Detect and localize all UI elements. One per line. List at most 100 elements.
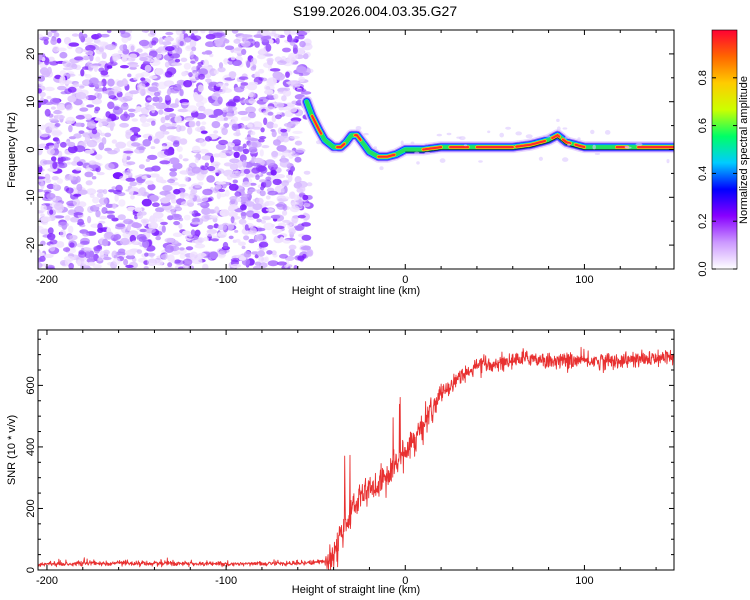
noise-blob [298,72,304,77]
noise-blob [91,176,97,180]
noise-blob [172,141,180,148]
noise-blob [159,179,167,184]
noise-blob [289,135,300,139]
noise-blob [100,33,110,38]
noise-blob [198,105,206,112]
noise-blob [194,56,199,62]
noise-blob [264,89,274,95]
noise-blob [148,222,159,230]
noise-blob [165,31,174,36]
noise-blob [258,256,264,263]
noise-blob [148,194,159,202]
noise-blob [213,130,219,134]
noise-blob [194,229,201,237]
noise-blob [252,203,263,211]
noise-blob [264,256,269,263]
noise-blob [302,213,311,221]
noise-blob [155,235,161,241]
noise-blob [296,47,305,55]
noise-blob [107,61,118,66]
noise-blob [126,155,131,161]
noise-blob [223,39,230,44]
noise-blob [129,90,139,95]
noise-blob [105,210,115,214]
noise-blob [101,137,107,145]
noise-blob [152,202,160,207]
noise-blob [260,220,266,224]
ridge-red [422,146,443,151]
noise-blob [79,107,89,112]
noise-blob [213,69,219,75]
noise-blob [167,88,172,96]
noise-blob [178,154,183,160]
noise-blob [190,229,196,237]
noise-blob [279,253,288,259]
noise-blob [112,53,121,61]
noise-blob [76,176,81,183]
noise-blob [292,130,303,134]
noise-blob [282,219,291,223]
noise-blob [260,30,271,36]
noise-blob [232,179,238,184]
noise-blob [131,118,138,122]
noise-blob [243,250,252,258]
noise-blob [142,139,151,147]
noise-blob [122,153,127,161]
noise-blob [58,221,69,228]
noise-blob [134,207,143,212]
noise-blob [66,234,73,240]
noise-blob [269,68,281,72]
noise-blob [254,234,264,242]
spectrogram-ytick-label: -20 [25,237,37,253]
noise-blob [213,32,225,37]
noise-blob [120,103,129,111]
noise-blob [74,122,85,127]
noise-blob [147,183,156,191]
noise-blob [306,249,314,257]
spectrogram-xtick-label: 100 [575,274,593,286]
ridge-speck [562,157,569,162]
noise-blob [98,45,104,53]
noise-blob [258,138,265,143]
noise-blob [78,251,87,258]
noise-blob [248,81,259,85]
noise-blob [179,33,184,41]
noise-blob [85,74,92,79]
noise-blob [98,122,103,128]
noise-blob [263,83,275,92]
noise-blob [263,222,275,231]
noise-blob [211,121,221,129]
noise-blob [140,115,147,124]
noise-blob [87,121,97,129]
noise-blob [205,78,212,83]
snr-frame [37,329,675,571]
noise-blob [40,134,49,138]
noise-blob [267,111,274,116]
noise-blob [151,106,156,114]
noise-blob [256,247,268,251]
noise-blob [184,176,189,182]
noise-blob [246,60,251,68]
noise-blob [144,102,150,108]
noise-blob [51,156,57,162]
ridge-speck [577,137,581,142]
noise-blob [197,84,204,93]
noise-blob [199,97,208,104]
colorbar-tick-label: 0.2 [697,214,709,229]
noise-blob [118,199,126,207]
noise-blob [291,152,300,157]
noise-blob [298,200,304,207]
noise-blob [206,175,216,183]
noise-blob [185,117,194,121]
noise-blob [270,169,277,176]
noise-blob [66,73,76,77]
noise-blob [272,123,278,128]
noise-blob [156,53,162,59]
noise-blob [300,246,309,251]
noise-blob [217,224,228,231]
noise-blob [276,261,287,266]
noise-blob [86,188,97,195]
snr-xtick-label: -100 [215,575,237,587]
noise-blob [61,80,73,85]
noise-blob [73,133,82,139]
